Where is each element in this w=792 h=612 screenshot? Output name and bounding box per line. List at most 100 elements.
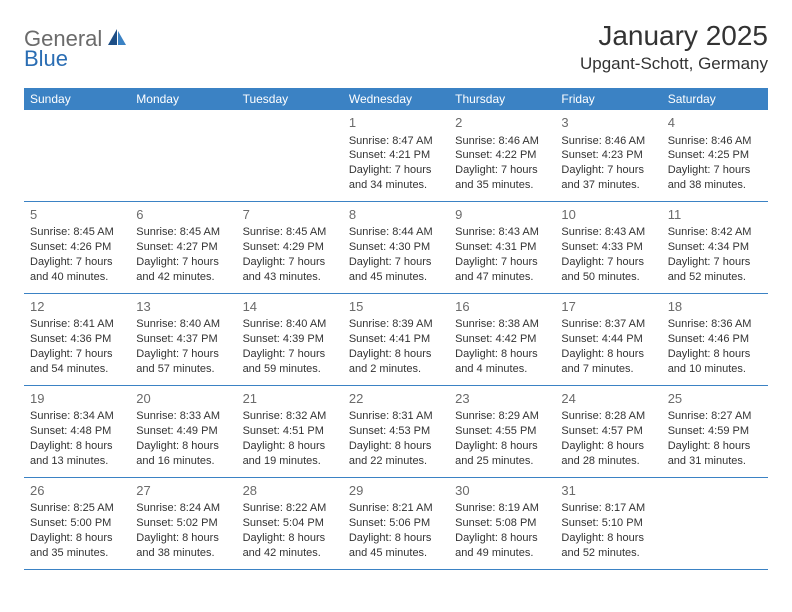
sunrise-line: Sunrise: 8:45 AM (30, 225, 124, 240)
day-header-cell: Saturday (662, 88, 768, 110)
sunrise-line: Sunrise: 8:40 AM (243, 317, 337, 332)
day-number: 4 (668, 114, 762, 132)
day-cell: 24Sunrise: 8:28 AMSunset: 4:57 PMDayligh… (555, 386, 661, 477)
sunset-line: Sunset: 4:23 PM (561, 148, 655, 163)
day-header-cell: Thursday (449, 88, 555, 110)
sunset-line: Sunset: 4:22 PM (455, 148, 549, 163)
day-number: 7 (243, 206, 337, 224)
daylight-line: Daylight: 7 hours and 40 minutes. (30, 255, 124, 285)
sunset-line: Sunset: 4:41 PM (349, 332, 443, 347)
day-cell: 22Sunrise: 8:31 AMSunset: 4:53 PMDayligh… (343, 386, 449, 477)
sunrise-line: Sunrise: 8:46 AM (455, 134, 549, 149)
day-header-cell: Sunday (24, 88, 130, 110)
header: General January 2025 Upgant-Schott, Germ… (24, 20, 768, 74)
logo-text-blue: Blue (24, 46, 68, 71)
day-cell: 3Sunrise: 8:46 AMSunset: 4:23 PMDaylight… (555, 110, 661, 201)
day-number: 30 (455, 482, 549, 500)
location: Upgant-Schott, Germany (580, 54, 768, 74)
daylight-line: Daylight: 7 hours and 47 minutes. (455, 255, 549, 285)
day-cell: 13Sunrise: 8:40 AMSunset: 4:37 PMDayligh… (130, 294, 236, 385)
sunrise-line: Sunrise: 8:31 AM (349, 409, 443, 424)
sunrise-line: Sunrise: 8:42 AM (668, 225, 762, 240)
day-number: 25 (668, 390, 762, 408)
sail-icon (106, 27, 128, 52)
sunset-line: Sunset: 4:33 PM (561, 240, 655, 255)
empty-cell (662, 478, 768, 569)
daylight-line: Daylight: 7 hours and 37 minutes. (561, 163, 655, 193)
daylight-line: Daylight: 7 hours and 42 minutes. (136, 255, 230, 285)
sunrise-line: Sunrise: 8:47 AM (349, 134, 443, 149)
day-cell: 10Sunrise: 8:43 AMSunset: 4:33 PMDayligh… (555, 202, 661, 293)
sunset-line: Sunset: 5:06 PM (349, 516, 443, 531)
sunset-line: Sunset: 4:29 PM (243, 240, 337, 255)
daylight-line: Daylight: 8 hours and 49 minutes. (455, 531, 549, 561)
sunset-line: Sunset: 4:57 PM (561, 424, 655, 439)
day-number: 1 (349, 114, 443, 132)
daylight-line: Daylight: 7 hours and 43 minutes. (243, 255, 337, 285)
day-cell: 11Sunrise: 8:42 AMSunset: 4:34 PMDayligh… (662, 202, 768, 293)
day-cell: 6Sunrise: 8:45 AMSunset: 4:27 PMDaylight… (130, 202, 236, 293)
day-cell: 27Sunrise: 8:24 AMSunset: 5:02 PMDayligh… (130, 478, 236, 569)
day-number: 20 (136, 390, 230, 408)
daylight-line: Daylight: 8 hours and 25 minutes. (455, 439, 549, 469)
day-number: 2 (455, 114, 549, 132)
day-cell: 23Sunrise: 8:29 AMSunset: 4:55 PMDayligh… (449, 386, 555, 477)
daylight-line: Daylight: 8 hours and 52 minutes. (561, 531, 655, 561)
day-number: 21 (243, 390, 337, 408)
calendar: SundayMondayTuesdayWednesdayThursdayFrid… (24, 88, 768, 570)
sunset-line: Sunset: 4:46 PM (668, 332, 762, 347)
sunset-line: Sunset: 4:55 PM (455, 424, 549, 439)
sunset-line: Sunset: 4:49 PM (136, 424, 230, 439)
week-row: 5Sunrise: 8:45 AMSunset: 4:26 PMDaylight… (24, 202, 768, 294)
day-cell: 15Sunrise: 8:39 AMSunset: 4:41 PMDayligh… (343, 294, 449, 385)
sunset-line: Sunset: 4:21 PM (349, 148, 443, 163)
day-number: 24 (561, 390, 655, 408)
day-number: 10 (561, 206, 655, 224)
sunrise-line: Sunrise: 8:32 AM (243, 409, 337, 424)
day-number: 31 (561, 482, 655, 500)
daylight-line: Daylight: 7 hours and 35 minutes. (455, 163, 549, 193)
sunset-line: Sunset: 4:48 PM (30, 424, 124, 439)
sunrise-line: Sunrise: 8:46 AM (561, 134, 655, 149)
logo-blue-wrap: Blue (24, 46, 68, 72)
day-cell: 28Sunrise: 8:22 AMSunset: 5:04 PMDayligh… (237, 478, 343, 569)
day-cell: 8Sunrise: 8:44 AMSunset: 4:30 PMDaylight… (343, 202, 449, 293)
sunrise-line: Sunrise: 8:19 AM (455, 501, 549, 516)
sunrise-line: Sunrise: 8:37 AM (561, 317, 655, 332)
week-row: 26Sunrise: 8:25 AMSunset: 5:00 PMDayligh… (24, 478, 768, 570)
sunset-line: Sunset: 4:34 PM (668, 240, 762, 255)
day-number: 29 (349, 482, 443, 500)
day-cell: 20Sunrise: 8:33 AMSunset: 4:49 PMDayligh… (130, 386, 236, 477)
empty-cell (24, 110, 130, 201)
sunrise-line: Sunrise: 8:29 AM (455, 409, 549, 424)
day-header-cell: Wednesday (343, 88, 449, 110)
day-cell: 2 Sunrise: 8:46 AMSunset: 4:22 PMDaylight… (449, 110, 555, 201)
day-cell: 17Sunrise: 8:37 AMSunset: 4:44 PMDayligh… (555, 294, 661, 385)
sunset-line: Sunset: 4:31 PM (455, 240, 549, 255)
sunrise-line: Sunrise: 8:33 AM (136, 409, 230, 424)
daylight-line: Daylight: 8 hours and 19 minutes. (243, 439, 337, 469)
sunrise-line: Sunrise: 8:45 AM (136, 225, 230, 240)
sunset-line: Sunset: 5:02 PM (136, 516, 230, 531)
day-number: 19 (30, 390, 124, 408)
day-number: 27 (136, 482, 230, 500)
sunrise-line: Sunrise: 8:28 AM (561, 409, 655, 424)
day-header-cell: Friday (555, 88, 661, 110)
daylight-line: Daylight: 8 hours and 38 minutes. (136, 531, 230, 561)
daylight-line: Daylight: 8 hours and 31 minutes. (668, 439, 762, 469)
sunrise-line: Sunrise: 8:22 AM (243, 501, 337, 516)
sunrise-line: Sunrise: 8:41 AM (30, 317, 124, 332)
daylight-line: Daylight: 8 hours and 13 minutes. (30, 439, 124, 469)
daylight-line: Daylight: 8 hours and 35 minutes. (30, 531, 124, 561)
sunrise-line: Sunrise: 8:24 AM (136, 501, 230, 516)
daylight-line: Daylight: 8 hours and 4 minutes. (455, 347, 549, 377)
day-header-row: SundayMondayTuesdayWednesdayThursdayFrid… (24, 88, 768, 110)
day-number: 13 (136, 298, 230, 316)
day-cell: 29Sunrise: 8:21 AMSunset: 5:06 PMDayligh… (343, 478, 449, 569)
daylight-line: Daylight: 8 hours and 45 minutes. (349, 531, 443, 561)
sunset-line: Sunset: 4:37 PM (136, 332, 230, 347)
sunset-line: Sunset: 4:36 PM (30, 332, 124, 347)
sunrise-line: Sunrise: 8:44 AM (349, 225, 443, 240)
day-cell: 25Sunrise: 8:27 AMSunset: 4:59 PMDayligh… (662, 386, 768, 477)
day-cell: 5Sunrise: 8:45 AMSunset: 4:26 PMDaylight… (24, 202, 130, 293)
